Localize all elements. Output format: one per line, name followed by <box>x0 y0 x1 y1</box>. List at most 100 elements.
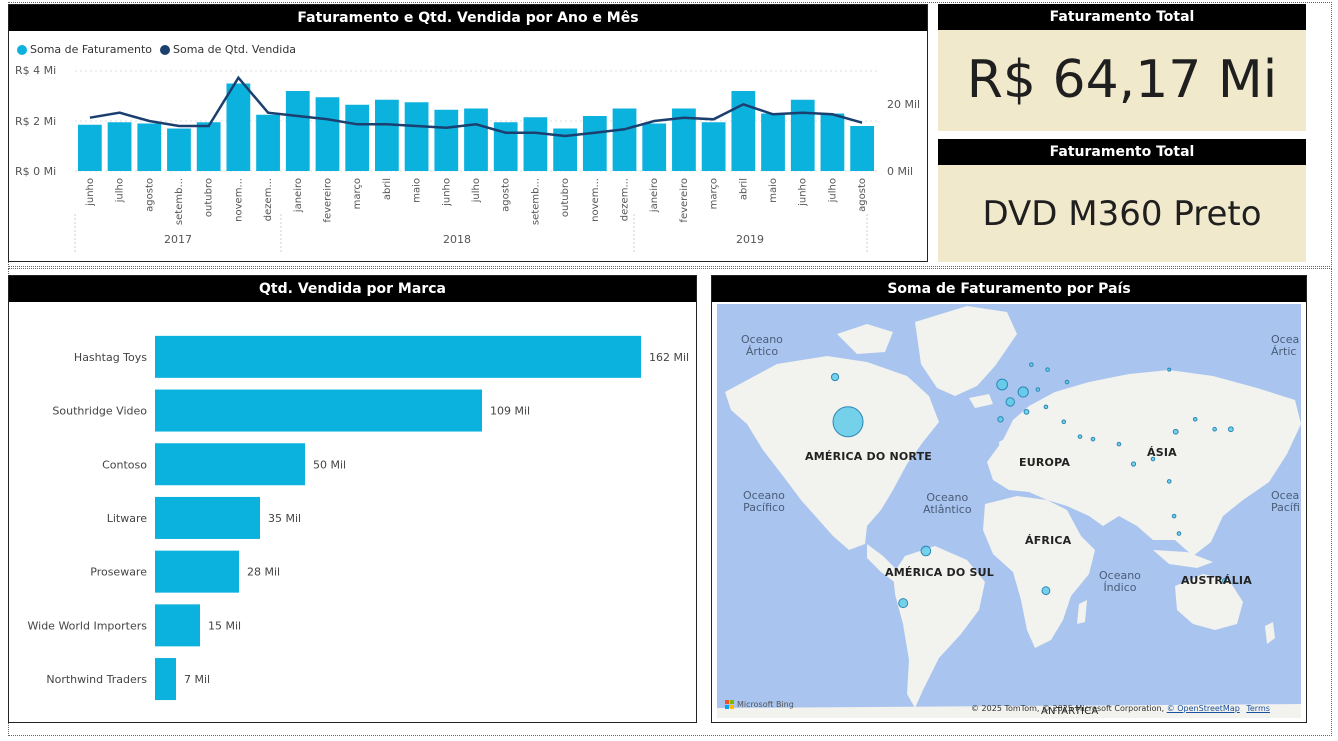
brand-chart-panel: Qtd. Vendida por Marca Hashtag Toys 162 M… <box>8 275 697 723</box>
faturamento-bar[interactable] <box>464 108 488 172</box>
x-month-label: setemb... <box>530 178 541 225</box>
country-bubble[interactable] <box>1043 404 1049 410</box>
ocean-label-pacific: Oceano Pacífico <box>743 490 785 514</box>
faturamento-bar[interactable] <box>761 113 785 172</box>
brand-bar[interactable] <box>155 335 641 378</box>
country-bubble[interactable] <box>1090 436 1096 442</box>
kpi-faturamento-title: Faturamento Total <box>938 4 1306 30</box>
brand-value-label: 28 Mil <box>247 566 280 579</box>
faturamento-bar[interactable] <box>582 116 607 171</box>
faturamento-bar[interactable] <box>107 122 132 171</box>
faturamento-bar[interactable] <box>790 99 815 171</box>
country-bubble[interactable] <box>1172 428 1179 435</box>
brand-bar[interactable] <box>155 496 260 539</box>
uk-shape <box>999 436 1011 458</box>
country-bubble[interactable] <box>1005 397 1015 407</box>
osm-link[interactable]: © OpenStreetMap <box>1166 704 1240 713</box>
faturamento-bar[interactable] <box>672 108 696 172</box>
brand-bar[interactable] <box>155 443 305 486</box>
country-bubble[interactable] <box>1176 531 1182 536</box>
faturamento-bar[interactable] <box>196 122 221 171</box>
country-bubble[interactable] <box>1166 479 1172 484</box>
x-month-label: junho <box>85 178 96 207</box>
country-bubble[interactable] <box>1061 419 1067 425</box>
faturamento-bar[interactable] <box>167 128 191 172</box>
faturamento-bar[interactable] <box>850 126 875 171</box>
country-bubble[interactable] <box>1029 362 1034 367</box>
country-bubble[interactable] <box>1116 441 1122 447</box>
x-month-label: abril <box>738 178 749 200</box>
faturamento-bar[interactable] <box>820 113 845 172</box>
faturamento-bar[interactable] <box>701 122 726 171</box>
ocean-pacific-right-line2: Pacífi <box>1271 501 1300 514</box>
country-bubble[interactable] <box>898 598 909 609</box>
faturamento-bar[interactable] <box>434 109 459 171</box>
x-month-label: julho <box>115 178 126 203</box>
country-bubble[interactable] <box>1150 456 1156 462</box>
new-zealand-shape <box>1265 622 1275 644</box>
legend-item-faturamento[interactable]: Soma de Faturamento <box>17 43 152 56</box>
faturamento-bar[interactable] <box>493 122 518 171</box>
brand-bar[interactable] <box>155 658 176 701</box>
brand-chart-title: Qtd. Vendida por Marca <box>9 276 696 302</box>
brand-bar[interactable] <box>155 604 200 647</box>
faturamento-bar[interactable] <box>523 117 548 171</box>
brand-bar[interactable] <box>155 389 482 432</box>
country-bubble[interactable] <box>1035 387 1041 392</box>
country-bubble[interactable] <box>1077 434 1083 439</box>
faturamento-bar[interactable] <box>256 114 280 171</box>
faturamento-bar[interactable] <box>553 128 577 172</box>
faturamento-bar[interactable] <box>612 108 637 172</box>
world-map-svg <box>717 306 1301 718</box>
bing-label: Microsoft Bing <box>737 700 794 709</box>
faturamento-bar[interactable] <box>345 104 370 171</box>
faturamento-bar[interactable] <box>226 83 251 172</box>
country-bubble[interactable] <box>1045 367 1050 372</box>
faturamento-bar[interactable] <box>642 123 667 172</box>
faturamento-bar[interactable] <box>77 124 102 171</box>
brand-bar[interactable] <box>155 550 239 593</box>
faturamento-bar[interactable] <box>285 91 310 171</box>
y-right-tick-0: 0 Mil <box>887 165 913 178</box>
terms-link[interactable]: Terms <box>1246 704 1270 713</box>
country-bubble[interactable] <box>1192 416 1198 422</box>
map-canvas[interactable]: Oceano Ártico Ocea Ártic Oceano Pacífico Oc… <box>717 304 1301 718</box>
country-bubble[interactable] <box>1212 426 1217 432</box>
country-bubble[interactable] <box>1167 367 1172 372</box>
faturamento-bar[interactable] <box>137 123 162 172</box>
country-bubble[interactable] <box>830 372 840 382</box>
australia-shape <box>1175 574 1243 630</box>
kpi-faturamento-total: Faturamento Total R$ 64,17 Mi <box>938 4 1306 131</box>
x-month-label: janeiro <box>293 178 304 213</box>
country-bubble[interactable] <box>920 545 932 557</box>
qtd-vendida-line[interactable] <box>89 75 863 138</box>
country-bubble[interactable] <box>1130 461 1137 467</box>
legend-item-qtd[interactable]: Soma de Qtd. Vendida <box>160 43 296 56</box>
antarctica-shape <box>717 704 1301 718</box>
continent-label-europe: EUROPA <box>1019 456 1071 469</box>
combo-chart-legend: Soma de Faturamento Soma de Qtd. Vendida <box>17 43 296 56</box>
faturamento-bar[interactable] <box>375 99 399 171</box>
x-month-label: agosto <box>501 178 512 212</box>
x-month-label: janeiro <box>649 178 660 213</box>
indonesia-shape <box>1153 550 1213 568</box>
faturamento-bar[interactable] <box>731 91 756 171</box>
country-bubble[interactable] <box>996 378 1009 391</box>
country-bubble[interactable] <box>1064 379 1070 385</box>
faturamento-bar[interactable] <box>404 102 429 171</box>
arctic-islands-shape <box>837 324 893 354</box>
legend-label-qtd: Soma de Qtd. Vendida <box>173 43 297 56</box>
country-bubble[interactable] <box>1221 578 1227 584</box>
country-bubble[interactable] <box>1227 426 1234 433</box>
country-bubble[interactable] <box>1171 513 1177 519</box>
country-bubble[interactable] <box>1017 386 1029 398</box>
ocean-arctic-right-line1: Ocea <box>1271 333 1300 346</box>
country-bubble[interactable] <box>832 406 864 438</box>
x-month-label: março <box>709 178 720 209</box>
faturamento-bar[interactable] <box>315 97 340 171</box>
country-bubble[interactable] <box>997 416 1004 423</box>
y-left-tick-0: R$ 0 Mi <box>15 165 56 178</box>
ocean-indian-line2: Índico <box>1103 581 1137 594</box>
country-bubble[interactable] <box>1023 408 1030 415</box>
country-bubble[interactable] <box>1041 586 1051 596</box>
